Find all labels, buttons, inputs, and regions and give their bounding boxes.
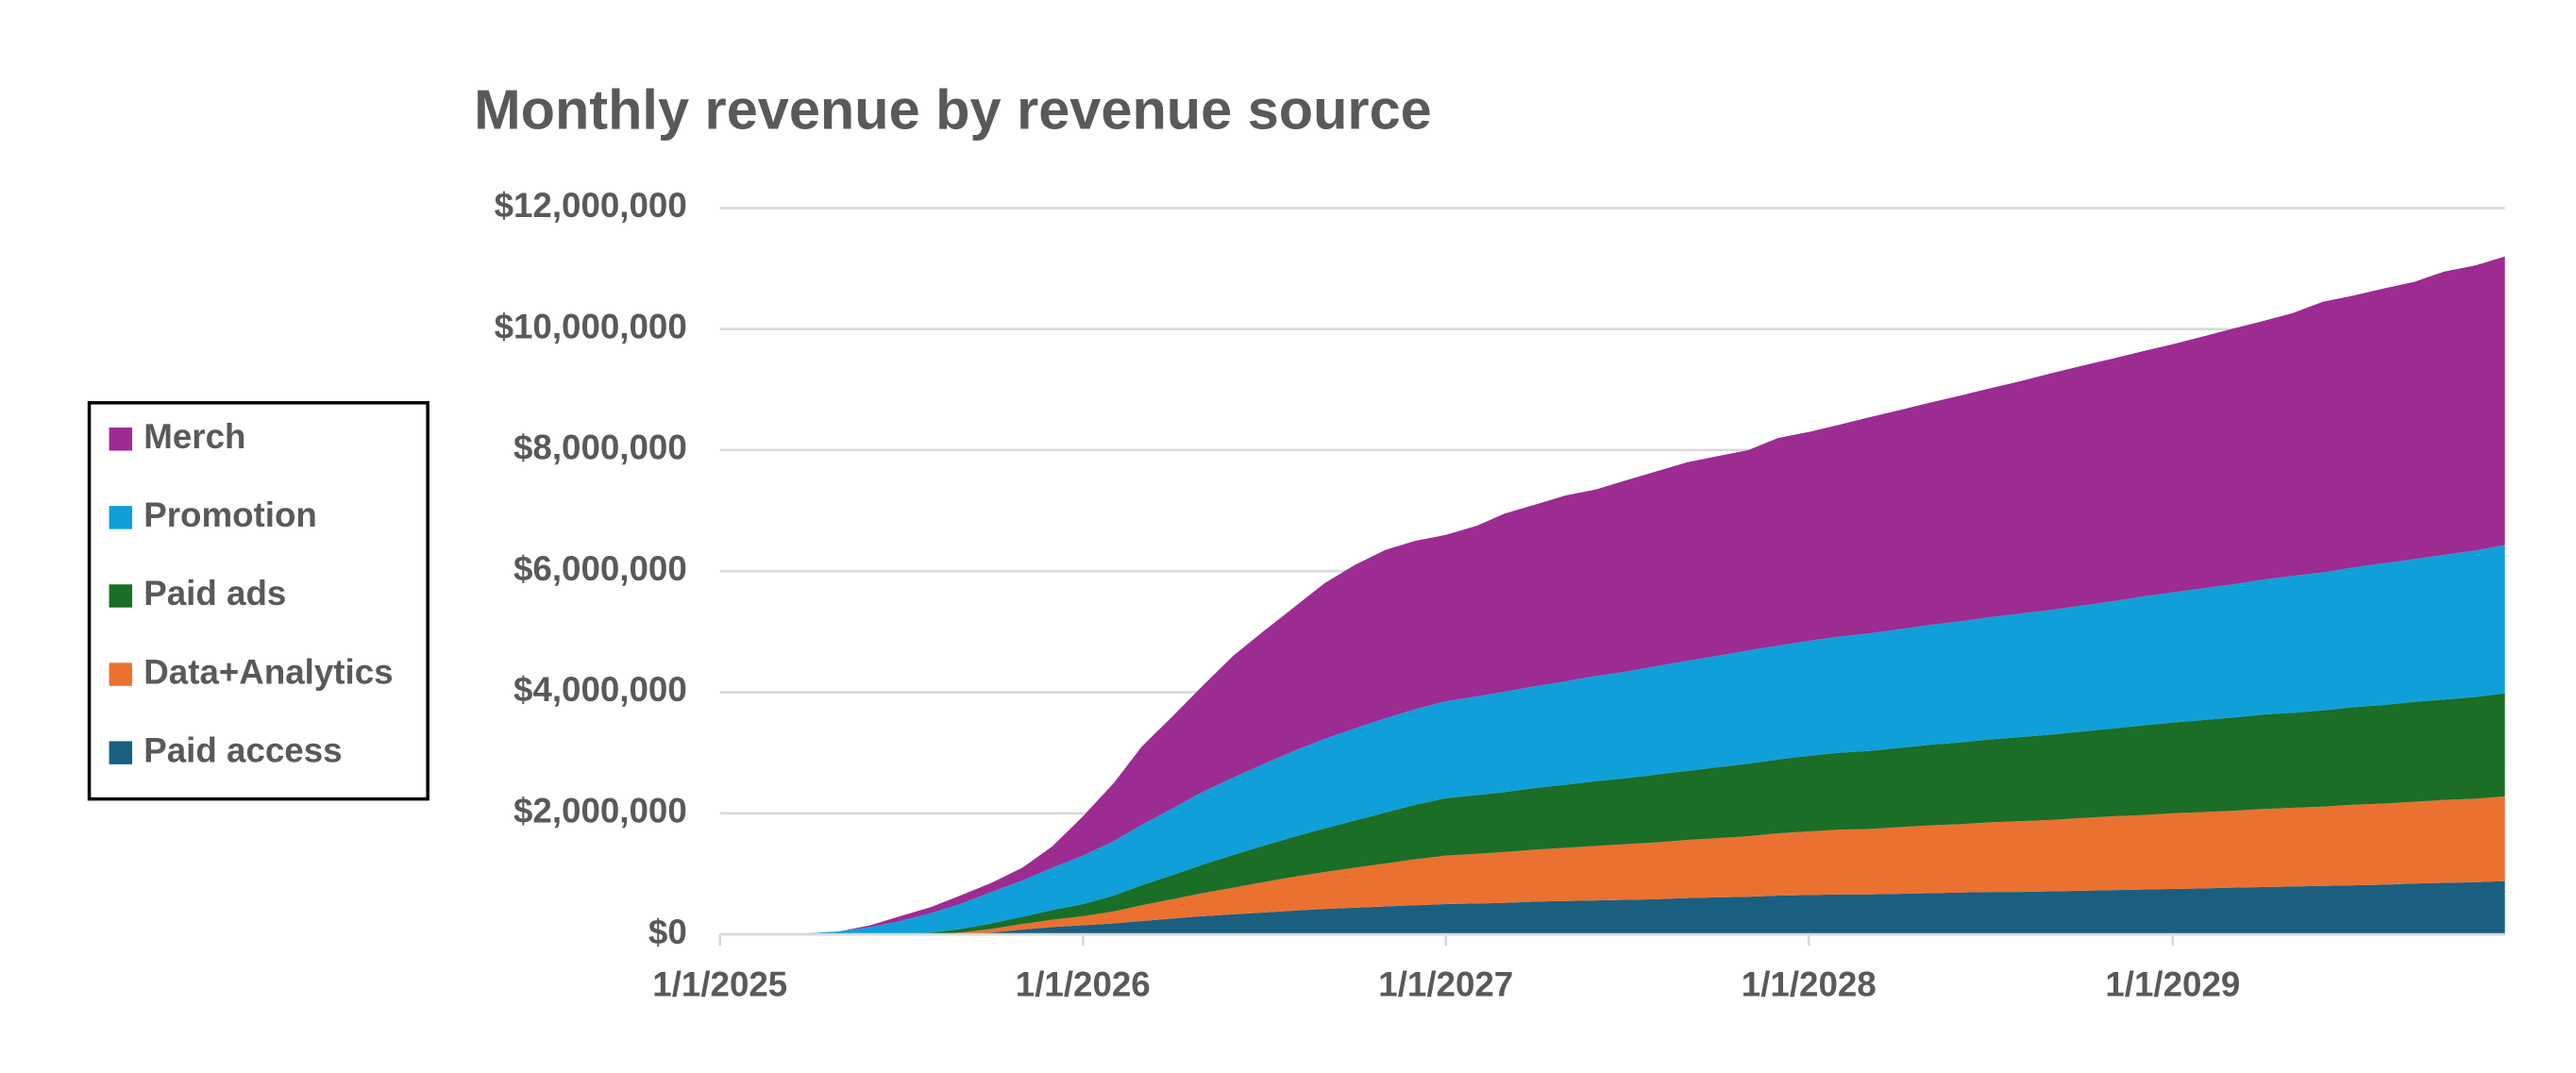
area (719, 256, 2505, 935)
x-tick-label: 1/1/2027 (1378, 965, 1513, 1004)
chart-title: Monthly revenue by revenue source (474, 77, 1432, 141)
area (719, 693, 2505, 935)
x-tick-label: 1/1/2025 (652, 965, 787, 1004)
x-tick-label: 1/1/2026 (1016, 965, 1151, 1004)
legend-swatch (109, 584, 133, 608)
y-tick-label: $10,000,000 (495, 307, 687, 345)
x-tick-label: 1/1/2029 (2105, 965, 2240, 1004)
legend-label: Paid ads (143, 574, 286, 612)
y-tick-label: $4,000,000 (514, 670, 687, 709)
y-tick-label: $8,000,000 (514, 428, 687, 467)
legend-label: Promotion (143, 495, 317, 534)
x-tick-label: 1/1/2028 (1742, 965, 1877, 1004)
legend-label: Merch (143, 417, 245, 456)
area (719, 545, 2505, 935)
y-tick-label: $6,000,000 (514, 549, 687, 588)
legend-box (87, 401, 429, 801)
legend-swatch (109, 741, 133, 764)
y-tick-label: $12,000,000 (495, 186, 687, 225)
area (719, 880, 2505, 935)
legend-swatch (109, 506, 133, 529)
legend-swatch (109, 662, 133, 686)
y-tick-label: $0 (648, 913, 687, 951)
area (719, 796, 2505, 935)
legend-swatch (109, 428, 133, 451)
legend: Merch Promotion Paid ads Data+Analytics Paid… (87, 401, 429, 801)
legend-label: Data+Analytics (143, 652, 393, 691)
legend-label: Paid access (143, 730, 342, 769)
y-tick-label: $2,000,000 (514, 791, 687, 830)
